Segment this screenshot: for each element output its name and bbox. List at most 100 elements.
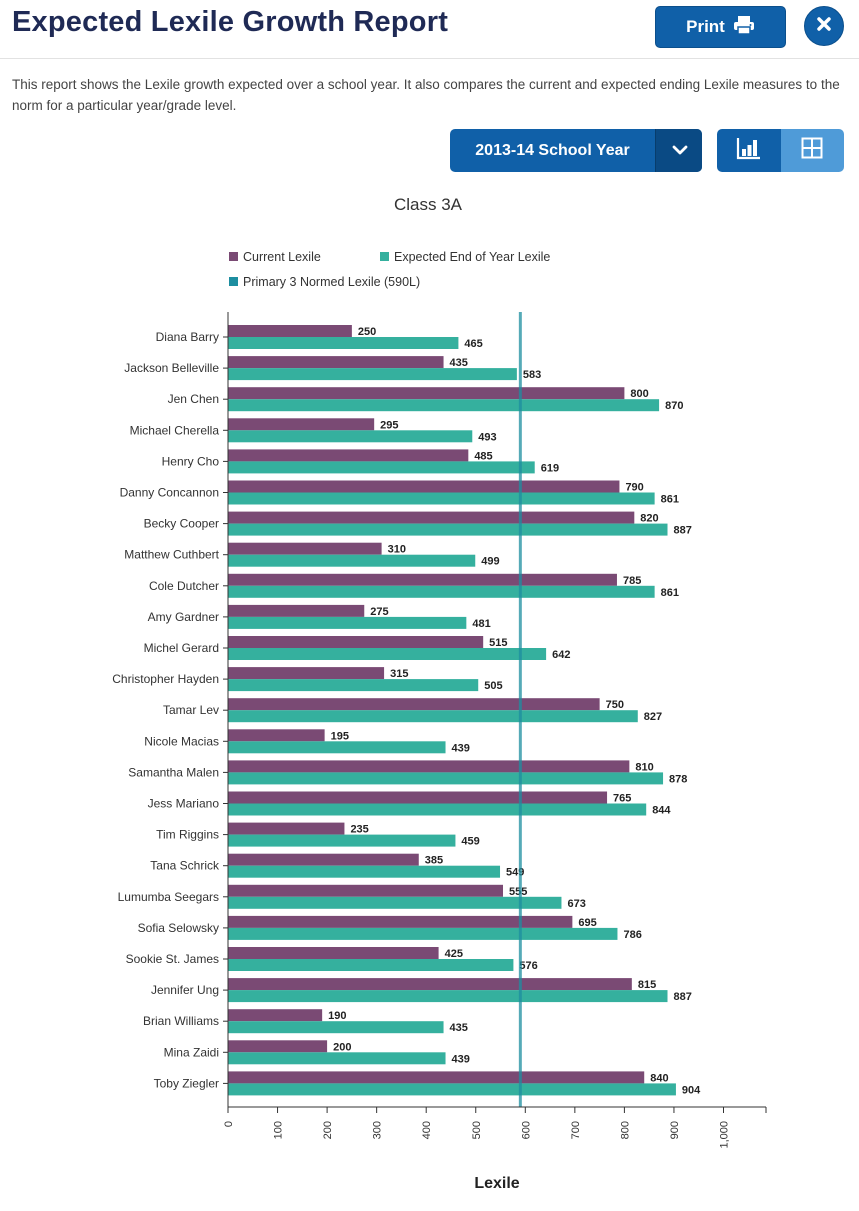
current-lexile-value: 295 [380, 419, 398, 431]
expected-lexile-bar [228, 492, 655, 505]
expected-lexile-value: 827 [644, 711, 662, 723]
current-lexile-bar [228, 325, 352, 337]
current-lexile-value: 195 [331, 730, 349, 742]
expected-lexile-bar [228, 959, 514, 971]
expected-lexile-bar [228, 1083, 676, 1096]
current-lexile-bar [228, 1071, 645, 1084]
current-lexile-value: 695 [578, 917, 596, 929]
current-lexile-value: 385 [425, 855, 443, 867]
x-tick-label: 600 [520, 1121, 532, 1139]
current-lexile-bar [228, 698, 600, 711]
category-label: Danny Concannon [120, 486, 219, 500]
expected-lexile-bar [228, 927, 618, 940]
x-tick-label: 1,000 [719, 1121, 731, 1149]
close-button[interactable] [804, 6, 844, 46]
expected-lexile-value: 887 [674, 525, 692, 537]
category-label: Tamar Lev [163, 703, 219, 717]
current-lexile-bar [228, 1009, 323, 1022]
current-lexile-value: 310 [388, 544, 406, 556]
expected-lexile-bar [228, 368, 517, 381]
expected-lexile-bar [228, 834, 456, 847]
x-axis-label: Lexile [474, 1175, 519, 1192]
printer-icon [733, 15, 755, 40]
category-label: Samantha Malen [128, 765, 219, 779]
current-lexile-bar [228, 667, 385, 680]
category-label: Toby Ziegler [154, 1076, 219, 1090]
bar-chart-icon [736, 136, 762, 165]
expected-lexile-value: 465 [464, 338, 482, 350]
expected-lexile-value: 673 [567, 898, 585, 910]
category-label: Amy Gardner [148, 610, 219, 624]
chart-view-button[interactable] [717, 129, 781, 172]
category-label: Jackson Belleville [124, 361, 219, 375]
expected-lexile-bar [228, 710, 638, 723]
expected-lexile-bar [228, 772, 664, 785]
current-lexile-bar [228, 729, 325, 742]
current-lexile-value: 425 [445, 948, 463, 960]
print-button[interactable]: Print [655, 6, 786, 48]
category-label: Jess Mariano [148, 797, 220, 811]
current-lexile-bar [228, 387, 625, 400]
expected-lexile-value: 786 [623, 929, 641, 941]
current-lexile-value: 820 [640, 513, 658, 525]
current-lexile-value: 250 [358, 326, 376, 338]
expected-lexile-value: 887 [674, 991, 692, 1003]
x-tick-label: 100 [273, 1121, 285, 1139]
category-label: Sookie St. James [126, 952, 219, 966]
category-label: Michael Cherella [130, 423, 220, 437]
chart-title: Class 3A [394, 195, 463, 214]
school-year-dropdown[interactable]: 2013-14 School Year [450, 129, 702, 172]
expected-lexile-value: 844 [652, 805, 671, 817]
current-lexile-bar [228, 822, 345, 835]
current-lexile-value: 235 [350, 824, 368, 836]
current-lexile-bar [228, 915, 573, 928]
grid-icon [801, 137, 823, 164]
x-tick-label: 800 [619, 1121, 631, 1139]
legend-expected-swatch [380, 252, 389, 261]
expected-lexile-value: 493 [478, 431, 496, 443]
legend-expected-label: Expected End of Year Lexile [394, 250, 550, 264]
x-tick-label: 700 [570, 1121, 582, 1139]
category-label: Jen Chen [168, 392, 219, 406]
expected-lexile-value: 499 [481, 556, 499, 568]
current-lexile-bar [228, 791, 608, 804]
current-lexile-value: 275 [370, 606, 388, 618]
expected-lexile-bar [228, 523, 668, 536]
expected-lexile-value: 439 [452, 742, 470, 754]
lexile-bar-chart: Class 3A Current Lexile Expected End of Ye… [112, 195, 767, 1192]
category-label: Matthew Cuthbert [124, 548, 219, 562]
current-lexile-value: 800 [630, 388, 648, 400]
grid-view-button[interactable] [780, 129, 844, 172]
expected-lexile-bar [228, 990, 668, 1003]
current-lexile-value: 750 [606, 699, 624, 711]
page-title: Expected Lexile Growth Report [12, 6, 449, 38]
expected-lexile-bar [228, 461, 535, 474]
chevron-down-icon [672, 142, 688, 160]
expected-lexile-bar [228, 741, 446, 754]
expected-lexile-value: 459 [461, 836, 479, 848]
current-lexile-value: 200 [333, 1041, 351, 1053]
current-lexile-value: 815 [638, 979, 656, 991]
category-label: Tana Schrick [150, 859, 220, 873]
current-lexile-bar [228, 853, 419, 866]
school-year-label: 2013-14 School Year [475, 141, 630, 159]
current-lexile-bar [228, 356, 444, 369]
category-label: Brian Williams [143, 1014, 219, 1028]
expected-lexile-value: 870 [665, 400, 683, 412]
report-header: Expected Lexile Growth Report Print [0, 0, 859, 59]
expected-lexile-value: 878 [669, 773, 687, 785]
expected-lexile-value: 435 [450, 1022, 468, 1034]
category-label: Nicole Macias [144, 734, 219, 748]
dropdown-toggle[interactable] [655, 129, 702, 172]
current-lexile-bar [228, 978, 632, 991]
current-lexile-bar [228, 947, 439, 959]
current-lexile-bar [228, 480, 620, 493]
current-lexile-value: 315 [390, 668, 408, 680]
expected-lexile-value: 619 [541, 462, 559, 474]
category-label: Lumumba Seegars [118, 890, 219, 904]
expected-lexile-value: 861 [661, 587, 679, 599]
current-lexile-bar [228, 573, 617, 586]
expected-lexile-value: 904 [682, 1084, 701, 1096]
legend-current-swatch [229, 252, 238, 261]
current-lexile-value: 555 [509, 886, 527, 898]
